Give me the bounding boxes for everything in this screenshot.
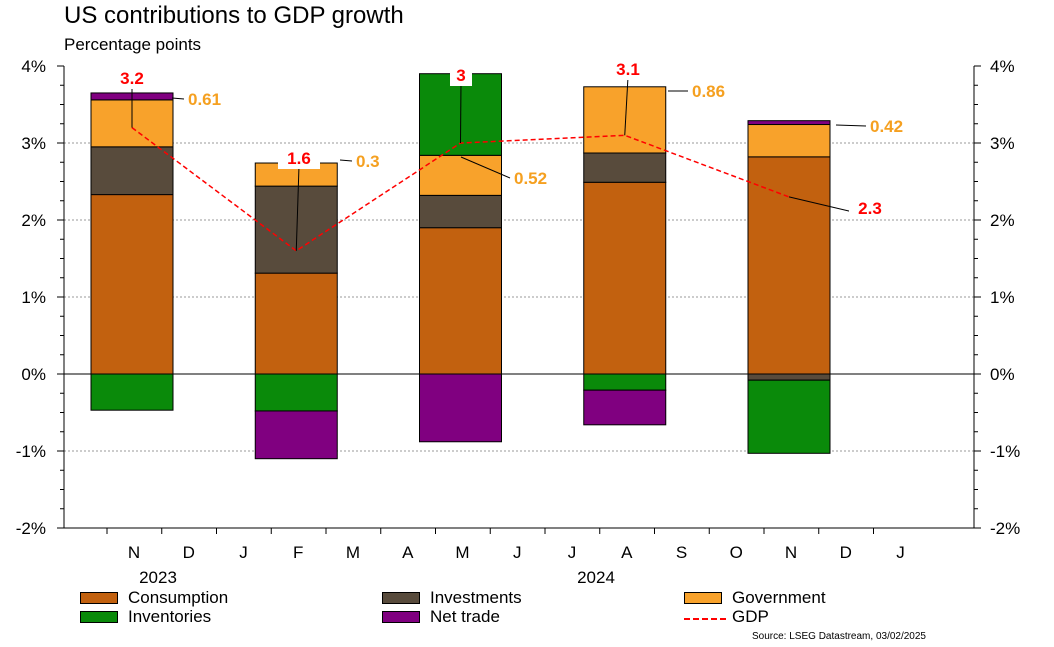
- gov-leader-line: [460, 156, 511, 179]
- x-tick-label: J: [568, 543, 577, 562]
- y-tick-label-right: 1%: [990, 288, 1015, 307]
- y-tick-label-right: 0%: [990, 365, 1015, 384]
- y-tick-label-left: 4%: [21, 57, 46, 76]
- bar-inventories: [583, 373, 667, 391]
- y-tick-label-right: 4%: [990, 57, 1015, 76]
- gdp-leader-line: [624, 76, 629, 136]
- y-tick-label-right: 3%: [990, 134, 1015, 153]
- legend-label-investments: Investments: [430, 588, 522, 607]
- y-tick-label-right: -1%: [990, 442, 1020, 461]
- year-label: 2024: [577, 568, 615, 587]
- gdp-label: 3: [456, 66, 465, 85]
- bar-net-trade: [747, 120, 831, 126]
- legend-label-net-trade: Net trade: [430, 607, 500, 626]
- gov-label: 0.3: [356, 152, 380, 171]
- bar-consumption: [90, 194, 174, 375]
- y-tick-label-right: 2%: [990, 211, 1015, 230]
- gov-label: 0.52: [514, 169, 547, 188]
- bar-inventories: [747, 379, 831, 454]
- legend-swatch-consumption: [80, 592, 118, 604]
- x-tick-label: J: [513, 543, 522, 562]
- x-tick-label: J: [896, 543, 905, 562]
- gov-leader-line: [835, 124, 867, 127]
- gdp-leader-line: [460, 82, 462, 144]
- x-tick-label: N: [128, 543, 140, 562]
- bar-government: [419, 154, 502, 196]
- x-tick-label: D: [840, 543, 852, 562]
- x-tick-label: F: [293, 543, 303, 562]
- legend-swatch-inventories: [80, 611, 118, 623]
- bar-government: [747, 124, 831, 158]
- gov-label: 0.61: [188, 90, 221, 109]
- y-tick-label-left: -1%: [16, 442, 46, 461]
- gdp-label: 1.6: [287, 149, 311, 168]
- bar-investments: [90, 146, 174, 196]
- y-tick-label-left: 3%: [21, 134, 46, 153]
- bar-investments: [419, 194, 502, 229]
- bar-net-trade: [583, 389, 667, 426]
- gdp-label-bg: [607, 58, 649, 80]
- legend-line-gdp: [684, 618, 726, 620]
- x-tick-label: J: [239, 543, 248, 562]
- bar-consumption: [583, 181, 667, 375]
- source-note: Source: LSEG Datastream, 03/02/2025: [752, 631, 926, 642]
- y-tick-label-left: 0%: [21, 365, 46, 384]
- x-tick-label: S: [676, 543, 687, 562]
- gdp-label: 2.3: [858, 199, 882, 218]
- x-tick-label: N: [785, 543, 797, 562]
- x-tick-label: M: [346, 543, 360, 562]
- legend-swatch-government: [684, 592, 722, 604]
- gdp-label-bg: [450, 64, 472, 86]
- y-tick-label-left: 1%: [21, 288, 46, 307]
- bar-consumption: [747, 156, 831, 375]
- legend-swatch-net-trade: [382, 611, 420, 623]
- gdp-label-bg: [278, 147, 320, 169]
- x-tick-label: M: [455, 543, 469, 562]
- y-tick-label-right: -2%: [990, 519, 1020, 538]
- gov-leader-line: [171, 97, 185, 100]
- gdp-label-bg: [111, 67, 153, 89]
- bar-investments: [747, 373, 831, 381]
- y-tick-label-left: -2%: [16, 519, 46, 538]
- legend-label-consumption: Consumption: [128, 588, 229, 607]
- gdp-leader-line: [295, 165, 300, 251]
- legend-label-government: Government: [732, 588, 826, 607]
- gov-label: 0.86: [692, 82, 725, 101]
- chart-subtitle: Percentage points: [64, 35, 202, 54]
- y-tick-label-left: 2%: [21, 211, 46, 230]
- gov-leader-line: [339, 159, 353, 162]
- bar-net-trade: [419, 373, 502, 443]
- bar-consumption: [419, 227, 502, 375]
- gdp-label-bg: [849, 197, 891, 219]
- bar-inventories: [254, 373, 338, 412]
- bar-government: [583, 86, 667, 154]
- chart-title: US contributions to GDP growth: [64, 2, 404, 29]
- bar-inventories: [90, 373, 174, 411]
- bar-consumption: [254, 272, 338, 375]
- x-tick-label: O: [730, 543, 743, 562]
- bar-net-trade: [254, 410, 338, 460]
- legend-swatch-investments: [382, 592, 420, 604]
- x-tick-label: D: [183, 543, 195, 562]
- x-tick-label: A: [621, 543, 633, 562]
- gdp-label: 3.1: [616, 60, 640, 79]
- year-label: 2023: [139, 568, 177, 587]
- legend-label-inventories: Inventories: [128, 607, 212, 626]
- legend-label-gdp: GDP: [732, 607, 769, 626]
- bar-investments: [583, 152, 667, 183]
- x-tick-label: A: [402, 543, 414, 562]
- gdp-label: 3.2: [120, 69, 144, 88]
- gov-label: 0.42: [870, 117, 903, 136]
